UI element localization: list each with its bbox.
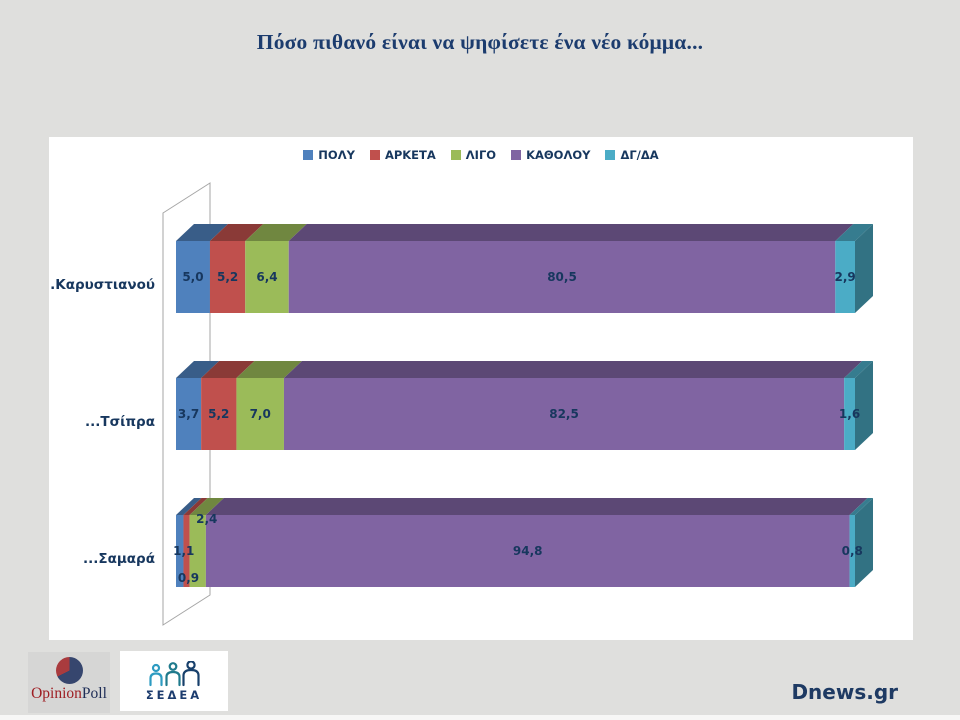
value-label: 0,8 — [842, 544, 863, 558]
bar-segment-ΚΑΘΟΛΟΥ — [288, 241, 836, 313]
legend-swatch — [605, 150, 616, 160]
chart-panel: ΠΟΛΥ ΑΡΚΕΤΑ ΛΙΓΟ ΚΑΘΟΛΟΥ ΔΓ/ΔΑ 5,0 5,2 6,4 80,5… — [49, 137, 913, 640]
bar-segment-ΔΓ/ΔΑ — [844, 378, 855, 450]
bar-side-face — [855, 361, 873, 450]
value-label: 94,8 — [513, 544, 543, 558]
bar-segment-ΠΟΛΥ — [176, 515, 184, 587]
bar-segment-ΔΓ/ΔΑ — [849, 515, 855, 587]
bar-segment-ΔΓ/ΔΑ — [835, 241, 855, 313]
legend-item: ΔΓ/ΔΑ — [605, 148, 659, 162]
bar-top-face — [189, 498, 224, 515]
bar-top-face — [205, 498, 868, 515]
value-label: 1,1 — [173, 544, 194, 558]
legend-item: ΛΙΓΟ — [450, 148, 497, 162]
bar-side-face — [855, 498, 873, 587]
legend-item: ΑΡΚΕΤΑ — [369, 148, 436, 162]
bar-segment-ΑΡΚΕΤΑ — [183, 515, 190, 587]
opinionpoll-logo: OpinionPoll — [28, 652, 110, 713]
category-label: ...Καρυστιανού — [49, 277, 155, 293]
value-label: 0,9 — [178, 571, 199, 585]
opinionpoll-wordmark: OpinionPoll — [31, 685, 107, 703]
opinionpoll-pie-icon — [55, 657, 83, 684]
bar-top-face — [209, 224, 264, 241]
category-label: ...Τσίπρα — [85, 414, 155, 430]
bar-top-face — [176, 361, 220, 378]
bar-segment-ΑΡΚΕΤΑ — [209, 241, 246, 313]
legend-swatch — [511, 150, 522, 160]
sedea-logo: ΣΕΔΕΑ — [120, 651, 228, 711]
bar-segment-ΚΑΘΟΛΟΥ — [205, 515, 850, 587]
bar-top-face — [236, 361, 302, 378]
legend-label: ΠΟΛΥ — [318, 148, 355, 162]
stacked-bar-chart: 5,0 5,2 6,4 80,5 2,9 ...Καρυστιανού 3,7 5,2 7,0 8… — [49, 182, 873, 626]
value-label: 5,2 — [217, 270, 238, 284]
legend-label: ΔΓ/ΔΑ — [620, 148, 659, 162]
bar-segment-ΚΑΘΟΛΟΥ — [283, 378, 845, 450]
bar-side-face — [855, 224, 873, 313]
bar-top-face — [245, 224, 307, 241]
bar-segment-ΛΙΓΟ — [189, 515, 206, 587]
bar-top-face — [176, 498, 202, 515]
bar-segment-ΛΙΓΟ — [236, 378, 284, 450]
chart-legend: ΠΟΛΥ ΑΡΚΕΤΑ ΛΙΓΟ ΚΑΘΟΛΟΥ ΔΓ/ΔΑ — [49, 148, 913, 162]
value-label: 80,5 — [547, 270, 577, 284]
bar-segment-ΠΟΛΥ — [176, 378, 202, 450]
legend-swatch — [303, 150, 314, 160]
bar-top-face — [176, 224, 228, 241]
chart-title: Πόσο πιθανό είναι να ψηφίσετε ένα νέο κό… — [256, 30, 704, 54]
sedea-people-icon — [149, 660, 200, 686]
legend-label: ΚΑΘΟΛΟΥ — [526, 148, 591, 162]
value-label: 82,5 — [549, 407, 579, 421]
bar-top-face — [849, 498, 873, 515]
value-label: 5,0 — [182, 270, 203, 284]
category-label: ...Σαμαρά — [83, 551, 155, 567]
value-label: 3,7 — [178, 407, 199, 421]
value-label: 6,4 — [256, 270, 277, 284]
legend-swatch — [450, 150, 461, 160]
value-label: 1,6 — [839, 407, 860, 421]
bar-top-face — [288, 224, 854, 241]
legend-item: ΚΑΘΟΛΟΥ — [511, 148, 590, 162]
legend-swatch — [369, 150, 380, 160]
legend-label: ΑΡΚΕΤΑ — [384, 148, 436, 162]
opinionpoll-word-opinion: Opinion — [31, 685, 82, 702]
legend-label: ΛΙΓΟ — [465, 148, 497, 162]
value-label: 7,0 — [250, 407, 271, 421]
value-label: 5,2 — [208, 407, 229, 421]
dnews-watermark: Dnews.gr — [791, 680, 898, 704]
bar-top-face — [844, 361, 873, 378]
bar-top-face — [201, 361, 255, 378]
sedea-label: ΣΕΔΕΑ — [145, 687, 203, 702]
value-label: 2,4 — [196, 512, 217, 526]
value-label: 2,9 — [835, 270, 856, 284]
opinionpoll-word-poll: Poll — [81, 685, 107, 702]
bar-top-face — [835, 224, 873, 241]
bar-segment-ΛΙΓΟ — [245, 241, 289, 313]
bar-segment-ΠΟΛΥ — [176, 241, 210, 313]
bar-top-face — [183, 498, 208, 515]
legend-item: ΠΟΛΥ — [303, 148, 355, 162]
bar-segment-ΑΡΚΕΤΑ — [201, 378, 237, 450]
bar-top-face — [283, 361, 863, 378]
bottom-strip — [0, 715, 960, 720]
